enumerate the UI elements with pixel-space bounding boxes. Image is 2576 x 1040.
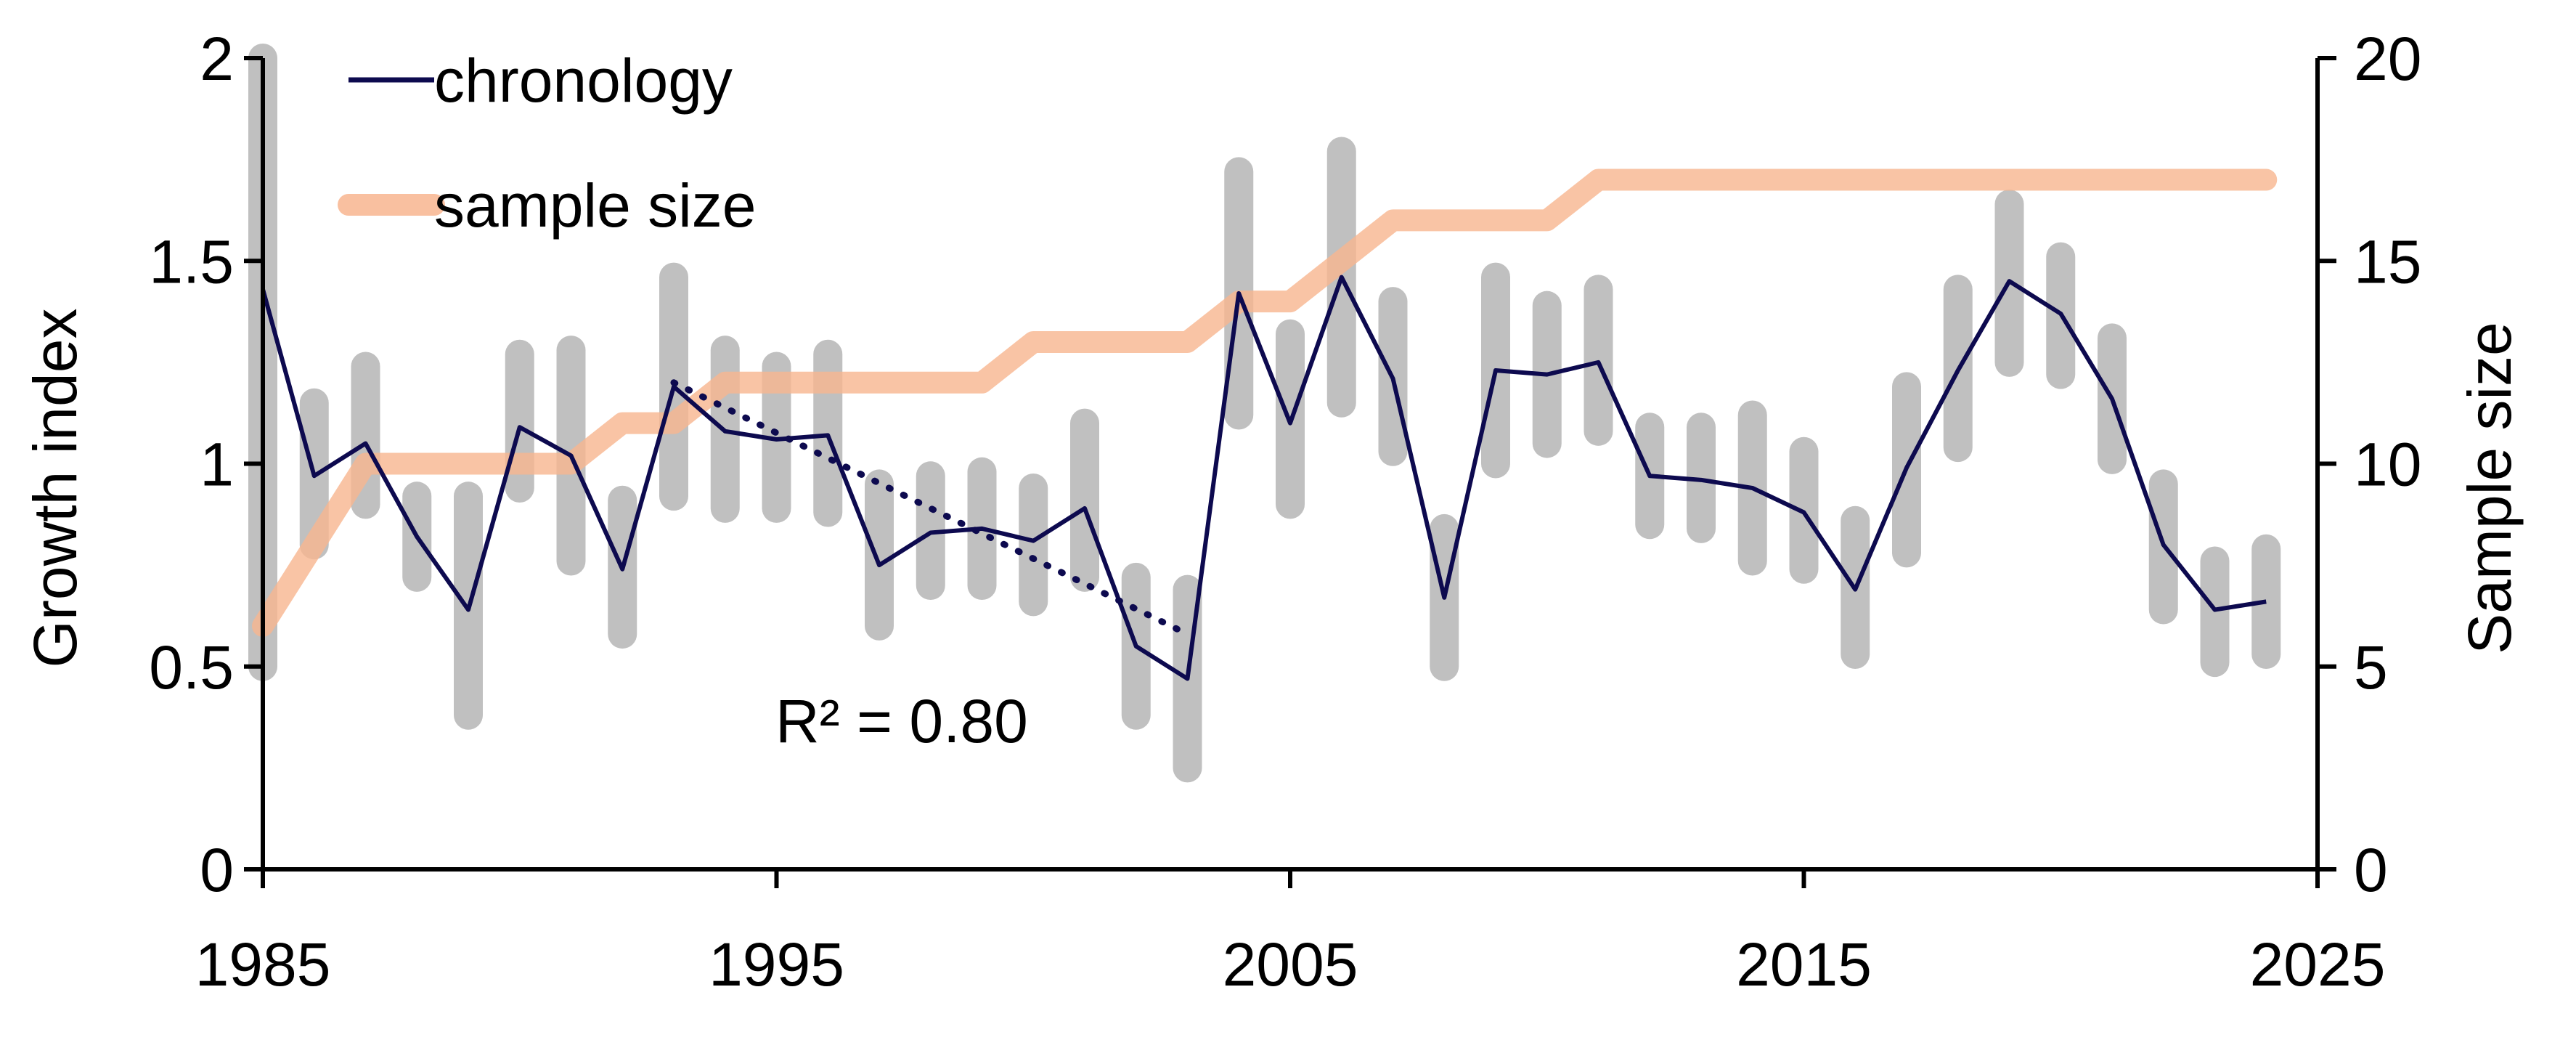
y-tick-label-right: 0	[2354, 836, 2388, 904]
trendline	[670, 379, 1191, 638]
x-tick-label: 2015	[1736, 930, 1872, 999]
sample-size-line	[252, 168, 2278, 637]
x-tick-label: 1995	[709, 930, 844, 999]
range-bars-group	[248, 44, 2281, 783]
sample-size-group	[252, 168, 2278, 637]
y-tick-label-left: 0.5	[149, 633, 234, 702]
y-tick-label-right: 15	[2354, 227, 2421, 296]
y-axis-title-right: Sample size	[2455, 322, 2524, 654]
y-tick-label-left: 1.5	[149, 227, 234, 296]
x-tick-label: 1985	[195, 930, 331, 999]
legend: chronology sample size	[338, 46, 757, 240]
y-tick-label-right: 20	[2354, 25, 2421, 93]
chronology-line	[261, 275, 2267, 681]
x-tick-label: 2005	[1223, 930, 1358, 999]
y-tick-label-right: 5	[2354, 633, 2388, 702]
legend-label-chronology: chronology	[434, 46, 733, 115]
y-axis-title-left: Growth index	[21, 309, 89, 668]
r-squared-annotation: R² = 0.80	[775, 687, 1028, 755]
y-tick-label-left: 1	[200, 431, 234, 499]
y-tick-label-right: 10	[2354, 431, 2421, 499]
y-tick-label-left: 2	[200, 25, 234, 93]
trendline-group	[670, 379, 1191, 638]
legend-label-sample-size: sample size	[434, 171, 757, 240]
x-tick-label: 2025	[2250, 930, 2386, 999]
chronology-group	[261, 275, 2267, 681]
axes-group	[244, 56, 2336, 888]
y-tick-label-left: 0	[200, 836, 234, 904]
